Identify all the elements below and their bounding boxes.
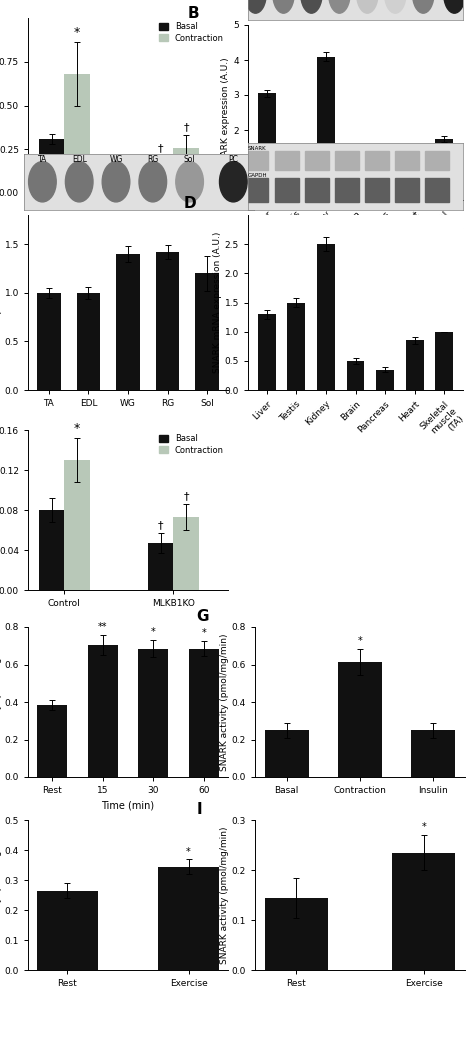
Bar xyxy=(287,165,305,200)
Bar xyxy=(37,705,67,777)
Text: *: * xyxy=(357,636,363,646)
Bar xyxy=(264,730,309,777)
Text: *: * xyxy=(74,26,80,39)
Bar xyxy=(346,170,365,200)
Bar xyxy=(406,155,424,200)
Legend: Basal, Contraction: Basal, Contraction xyxy=(159,22,224,42)
Text: †: † xyxy=(158,142,164,153)
Bar xyxy=(346,360,365,390)
Text: *: * xyxy=(201,628,206,639)
Bar xyxy=(116,254,140,390)
Text: †: † xyxy=(158,520,164,530)
Text: B: B xyxy=(188,6,200,21)
Bar xyxy=(39,139,64,193)
Bar xyxy=(392,853,456,970)
Bar xyxy=(376,183,394,200)
Bar xyxy=(64,460,90,590)
Bar xyxy=(317,57,335,200)
Bar xyxy=(148,160,173,193)
Y-axis label: SNARK activity (pmol/mg/min): SNARK activity (pmol/mg/min) xyxy=(0,826,2,963)
Text: *: * xyxy=(421,822,426,832)
Bar xyxy=(37,293,61,390)
Bar xyxy=(37,891,98,970)
Bar xyxy=(406,340,424,390)
Y-axis label: SNARK activity (pmol/mg/min): SNARK activity (pmol/mg/min) xyxy=(220,633,229,770)
Bar xyxy=(77,293,100,390)
Bar xyxy=(64,74,90,193)
Bar xyxy=(258,93,275,200)
Text: *: * xyxy=(186,846,191,857)
X-axis label: Time (min): Time (min) xyxy=(101,801,155,811)
Text: D: D xyxy=(183,196,196,211)
Bar xyxy=(155,252,179,390)
Bar xyxy=(338,662,382,777)
Bar xyxy=(148,543,173,590)
Y-axis label: SNARK expression (A.U.): SNARK expression (A.U.) xyxy=(0,248,2,357)
Bar xyxy=(287,302,305,390)
Bar xyxy=(195,273,219,390)
Bar xyxy=(88,645,118,777)
Text: †: † xyxy=(183,491,189,501)
Bar xyxy=(173,148,199,193)
Y-axis label: SNARK expression (A.U.): SNARK expression (A.U.) xyxy=(221,57,230,168)
Bar xyxy=(436,139,453,200)
Text: †: † xyxy=(183,122,189,132)
Y-axis label: SNARK activity (pmol/mg/min): SNARK activity (pmol/mg/min) xyxy=(220,826,229,963)
Text: *: * xyxy=(74,422,80,435)
Bar xyxy=(158,866,219,970)
Bar xyxy=(264,898,328,970)
Text: I: I xyxy=(196,802,202,817)
Bar xyxy=(436,332,453,390)
Bar xyxy=(258,314,275,390)
Legend: Basal, Contraction: Basal, Contraction xyxy=(159,434,224,454)
Text: G: G xyxy=(196,609,209,624)
Text: **: ** xyxy=(98,622,108,631)
Bar xyxy=(376,370,394,390)
Bar xyxy=(189,648,219,777)
Bar xyxy=(39,510,64,590)
Y-axis label: SNARK mRNA expression (A.U.): SNARK mRNA expression (A.U.) xyxy=(213,232,222,373)
Bar xyxy=(138,648,168,777)
Y-axis label: SNARK activity (pmol/mg/min): SNARK activity (pmol/mg/min) xyxy=(0,633,2,770)
Text: *: * xyxy=(151,627,155,638)
Bar xyxy=(411,730,456,777)
Bar xyxy=(317,245,335,390)
Bar xyxy=(173,518,199,590)
